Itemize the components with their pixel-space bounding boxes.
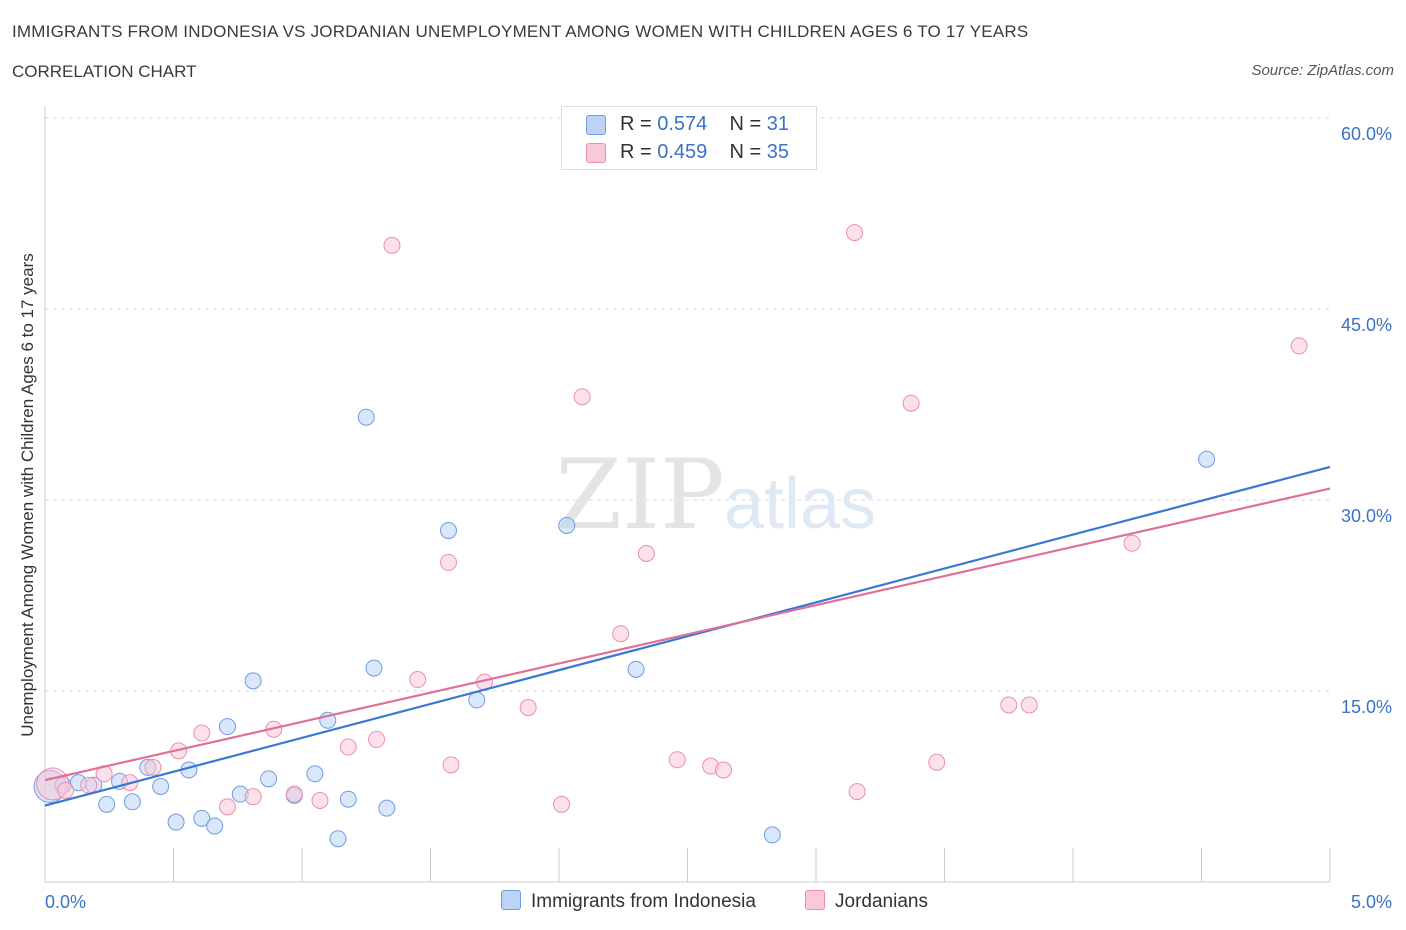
watermark-atlas: atlas bbox=[724, 464, 876, 544]
legend-r-value-indonesia: 0.574 bbox=[657, 113, 708, 135]
jordanian-point bbox=[218, 798, 236, 816]
indonesia-point bbox=[206, 817, 224, 835]
correlation-legend: R = 0.574 N = 31 R = 0.459 N = 35 bbox=[561, 106, 817, 170]
y-tick-label: 45.0% bbox=[1341, 315, 1392, 335]
indonesia-point bbox=[98, 795, 116, 813]
axes-layer bbox=[44, 106, 1331, 883]
watermark-zip: ZIP bbox=[555, 439, 724, 551]
jordanian-point bbox=[846, 224, 864, 242]
jordanian-point bbox=[553, 795, 571, 813]
indonesia-point bbox=[152, 778, 170, 795]
jordanian-point bbox=[57, 781, 75, 799]
points-layer bbox=[33, 224, 1308, 848]
jordanian-point bbox=[409, 671, 427, 689]
jordanian-point bbox=[442, 756, 460, 774]
jordanian-point bbox=[714, 761, 732, 779]
jordanian-point bbox=[368, 730, 386, 748]
indonesia-point bbox=[627, 660, 645, 678]
indonesia-point bbox=[244, 672, 262, 690]
jordanian-point bbox=[1000, 696, 1018, 714]
indonesia-point bbox=[339, 790, 357, 808]
jordanian-point bbox=[1290, 337, 1308, 355]
grid-layer bbox=[45, 117, 1330, 692]
legend-r-value-jordanians: 0.459 bbox=[657, 141, 708, 163]
indonesia-point bbox=[260, 770, 278, 788]
jordanian-point bbox=[80, 776, 98, 794]
jordanian-point bbox=[285, 785, 303, 803]
jordanian-point bbox=[612, 625, 630, 643]
bottom-legend-label-jordanians: Jordanians bbox=[835, 891, 928, 912]
trend-layer bbox=[44, 465, 1331, 807]
bottom-legend-swatch-jordanians bbox=[805, 890, 825, 910]
indonesia-point bbox=[357, 408, 375, 426]
indonesia-point bbox=[365, 659, 383, 677]
jordanian-point bbox=[144, 758, 162, 776]
jordanian-point bbox=[244, 788, 262, 806]
x-tick-label: 0.0% bbox=[45, 892, 86, 912]
indonesia-point bbox=[306, 765, 324, 783]
indonesia-point bbox=[167, 813, 185, 831]
legend-r-label: R = bbox=[620, 141, 652, 163]
jordanian-point bbox=[928, 753, 946, 771]
legend-n-value-jordanians: 35 bbox=[766, 141, 790, 163]
jordanian-point bbox=[193, 724, 211, 742]
y-tick-label: 60.0% bbox=[1341, 124, 1392, 144]
jordanian-point bbox=[668, 751, 686, 769]
indonesia-point bbox=[558, 516, 576, 534]
chart-title: IMMIGRANTS FROM INDONESIA VS JORDANIAN U… bbox=[12, 22, 1029, 41]
jordanian-point bbox=[902, 394, 920, 412]
jordanian-point bbox=[573, 388, 591, 406]
bottom-legend-swatch-indonesia bbox=[501, 890, 521, 910]
legend-r-label: R = bbox=[620, 113, 652, 135]
indonesia-point bbox=[378, 799, 396, 817]
bottom-legend-indonesia: Immigrants from Indonesia bbox=[501, 890, 756, 913]
legend-n-label: N = bbox=[729, 113, 762, 135]
bottom-legend-jordanians: Jordanians bbox=[805, 890, 928, 913]
legend-swatch-jordanians bbox=[586, 143, 606, 163]
jordanian-point bbox=[439, 553, 457, 571]
y-tick-label: 30.0% bbox=[1341, 506, 1392, 526]
y-axis-label: Unemployment Among Women with Children A… bbox=[18, 253, 37, 737]
x-tick-label: 5.0% bbox=[1351, 892, 1392, 912]
tick-labels: 15.0% 30.0% 45.0% 60.0% 0.0% 5.0% bbox=[45, 124, 1392, 912]
source-credit: Source: ZipAtlas.com bbox=[1251, 62, 1394, 79]
jordanian-point bbox=[383, 236, 401, 254]
indonesia-trend-line bbox=[44, 465, 1331, 807]
jordanian-point bbox=[311, 792, 329, 810]
indonesia-point bbox=[1198, 450, 1216, 468]
legend-swatch-indonesia bbox=[586, 115, 606, 135]
chart-subtitle: CORRELATION CHART bbox=[12, 62, 197, 81]
y-tick-label: 15.0% bbox=[1341, 697, 1392, 717]
indonesia-point bbox=[763, 826, 781, 844]
watermark: ZIP atlas bbox=[555, 439, 876, 551]
jordanian-point bbox=[519, 699, 537, 717]
jordanian-point bbox=[1020, 696, 1038, 714]
jordanian-point bbox=[637, 544, 655, 562]
legend-n-value-indonesia: 31 bbox=[766, 113, 790, 135]
jordanian-point bbox=[339, 738, 357, 756]
indonesia-point bbox=[123, 793, 141, 811]
bottom-legend-label-indonesia: Immigrants from Indonesia bbox=[531, 891, 756, 912]
indonesia-point bbox=[329, 830, 347, 848]
jordanian-point bbox=[848, 783, 866, 801]
legend-n-label: N = bbox=[729, 141, 762, 163]
indonesia-point bbox=[193, 809, 211, 827]
indonesia-point bbox=[439, 522, 457, 540]
jordanian-point bbox=[1123, 534, 1141, 552]
jordanian-trend-line bbox=[44, 487, 1331, 782]
indonesia-point bbox=[218, 718, 236, 736]
